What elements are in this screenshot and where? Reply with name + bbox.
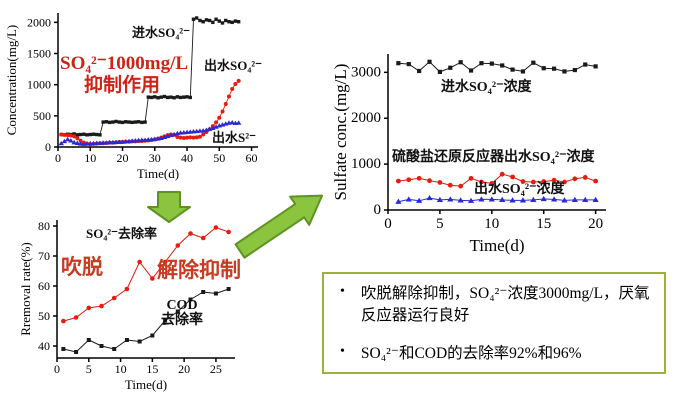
svg-text:20: 20 [588, 216, 603, 232]
svg-text:Rremoval rate(%): Rremoval rate(%) [18, 242, 33, 335]
svg-text:0: 0 [54, 362, 60, 376]
svg-text:1000: 1000 [27, 78, 51, 92]
influent-so4-conc-label: 进水SO₄²⁻浓度 [441, 80, 532, 95]
concentration-time-chart: 0 10 20 30 40 50 60 0 500 1000 1500 2000 Time(d) Conc… [4, 13, 258, 181]
effluent-sulfide-label: 出水S²⁻ [212, 130, 256, 145]
svg-text:15: 15 [146, 362, 158, 376]
svg-text:20: 20 [117, 151, 129, 165]
svg-text:60: 60 [38, 279, 50, 293]
svg-text:5: 5 [436, 216, 444, 232]
svg-text:50: 50 [38, 309, 50, 323]
svg-text:10: 10 [115, 362, 127, 376]
svg-text:Sulfate conc.(mg/L): Sulfate conc.(mg/L) [331, 64, 350, 201]
svg-text:1500: 1500 [27, 47, 51, 61]
up-right-arrow-icon [234, 194, 324, 259]
svg-text:Time(d): Time(d) [125, 377, 167, 392]
bullet-text-2: SO₄²⁻和COD的去除率92%和96% [360, 344, 582, 362]
svg-text:60: 60 [246, 151, 258, 165]
bullet-icon: • [340, 284, 345, 299]
svg-text:40: 40 [181, 151, 193, 165]
inhibition-annotation-line1: SO₄²⁻1000mg/L [60, 53, 189, 74]
svg-text:2000: 2000 [27, 15, 51, 29]
svg-text:10: 10 [484, 216, 499, 232]
svg-text:10: 10 [84, 151, 96, 165]
bullet-icon: • [340, 343, 345, 359]
svg-text:3000: 3000 [351, 64, 381, 80]
svg-text:5: 5 [86, 362, 92, 376]
svg-text:50: 50 [213, 151, 225, 165]
down-arrow-icon [147, 191, 191, 223]
svg-text:Time(d): Time(d) [469, 236, 524, 255]
svg-text:0: 0 [384, 216, 392, 232]
svg-text:80: 80 [38, 219, 50, 233]
svg-text:0: 0 [45, 140, 51, 154]
bullet-text-1: 吹脱解除抑制，SO₄²⁻浓度3000mg/L，厌氧反应器运行良好 [360, 285, 650, 325]
svg-text:Time(d): Time(d) [137, 166, 179, 181]
svg-text:25: 25 [210, 362, 222, 376]
stripping-annotation: 吹脱 [61, 255, 103, 279]
svg-text:30: 30 [149, 151, 161, 165]
inhibition-annotation-line2: 抑制作用 [84, 75, 161, 96]
sulfate-concentration-time-chart: 0 5 10 15 20 0 1000 2000 3000 Time(d) Sulfate conc… [331, 54, 606, 255]
influent-so4-label: 进水SO₄²⁻ [132, 25, 190, 40]
cod-removal-label: COD 去除率 [161, 298, 203, 329]
so4-removal-label: SO₄²⁻去除率 [86, 226, 157, 241]
svg-text:0: 0 [374, 202, 382, 218]
removal-rate-time-chart: 0 5 10 15 20 25 40 50 60 70 80 Time(d) Rremoval rate… [18, 219, 235, 392]
svg-text:40: 40 [38, 339, 50, 353]
bullet-item-1: • 吹脱解除抑制，SO₄²⁻浓度3000mg/L，厌氧反应器运行良好 [334, 283, 658, 328]
effluent-so4-conc-label: 出水SO₄²⁻浓度 [474, 182, 565, 197]
svg-text:0: 0 [55, 151, 61, 165]
svg-text:500: 500 [33, 109, 51, 123]
summary-box: • 吹脱解除抑制，SO₄²⁻浓度3000mg/L，厌氧反应器运行良好 • SO₄… [322, 272, 666, 374]
svg-text:2000: 2000 [351, 110, 381, 126]
svg-text:15: 15 [536, 216, 551, 232]
bullet-item-2: • SO₄²⁻和COD的去除率92%和96% [334, 343, 658, 365]
svg-text:20: 20 [178, 362, 190, 376]
effluent-so4-label: 出水SO₄²⁻ [204, 58, 262, 73]
svg-text:Concentration(mg/L): Concentration(mg/L) [4, 25, 19, 135]
release-inhibition-annotation: 解除抑制 [157, 258, 241, 282]
reactor-effluent-so4-label: 硫酸盐还原反应器出水SO₄²⁻浓度 [392, 150, 595, 165]
svg-text:1000: 1000 [351, 156, 381, 172]
svg-text:70: 70 [38, 249, 50, 263]
